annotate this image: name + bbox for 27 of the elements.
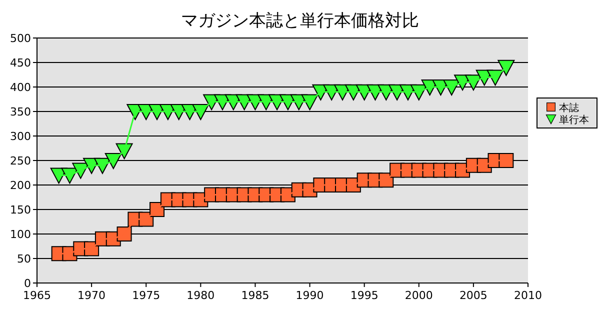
x-tick-label: 1990 <box>296 289 324 302</box>
x-tick-label: 1970 <box>78 289 106 302</box>
x-tick-label: 1975 <box>132 289 160 302</box>
y-tick-label: 350 <box>10 106 31 118</box>
x-tick-label: 1965 <box>23 289 51 302</box>
y-tick-label: 250 <box>10 154 31 168</box>
y-tick-label: 200 <box>10 179 31 192</box>
y-tick-label: 100 <box>10 228 31 241</box>
legend-label: 本誌 <box>559 102 579 114</box>
y-tick-label: 0 <box>24 277 31 290</box>
legend-label: 単行本 <box>559 114 589 126</box>
x-tick-label: 2005 <box>459 289 488 302</box>
x-tick-label: 2000 <box>404 289 433 302</box>
point <box>116 143 133 160</box>
x-tick-label: 1985 <box>241 289 270 302</box>
y-tick-label: 400 <box>10 81 31 94</box>
y-tick-label: 150 <box>10 204 31 216</box>
x-tick-label: 1980 <box>186 289 215 302</box>
y-tick-label: 450 <box>10 56 31 70</box>
chart-title: マガジン本誌と単行本価格対比 <box>181 11 419 31</box>
point <box>498 153 514 168</box>
y-tick-label: 500 <box>10 32 31 45</box>
point <box>498 60 515 76</box>
y-tick-label: 300 <box>10 130 31 143</box>
x-tick-label: 2010 <box>514 289 542 302</box>
y-tick-label: 50 <box>17 252 31 266</box>
x-tick-label: 1995 <box>350 289 378 302</box>
